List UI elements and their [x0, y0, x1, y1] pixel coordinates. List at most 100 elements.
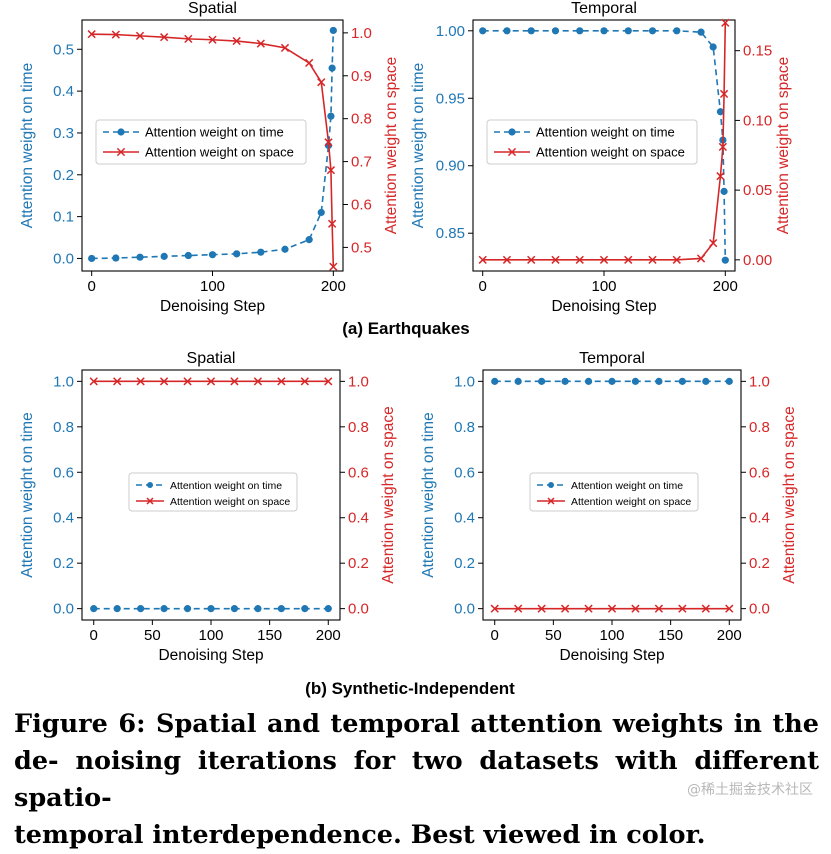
y-right-tick-label: 1.0 — [348, 373, 369, 390]
y-right-tick-label: 0.7 — [351, 154, 372, 171]
legend: Attention weight on time Attention weight… — [128, 472, 298, 512]
y-right-axis-label: Attention weight on space — [383, 57, 400, 235]
data-point-time — [113, 605, 121, 613]
legend: Attention weight on time Attention weight… — [95, 119, 307, 165]
series-time-line — [482, 29, 727, 261]
x-tick-label: 150 — [658, 627, 683, 644]
data-point-time — [527, 27, 535, 35]
y-left-tick-label: 0.3 — [53, 125, 74, 142]
y-right-tick-label: 1.0 — [351, 25, 372, 42]
legend-box — [128, 472, 298, 512]
data-point-space — [256, 39, 265, 48]
data-point-space — [537, 604, 546, 613]
y-left-tick-label: 1.0 — [454, 373, 475, 390]
data-point-time — [673, 27, 681, 35]
data-point-time — [90, 605, 98, 613]
data-point-space — [678, 604, 687, 613]
y-right-tick-label: 1.0 — [749, 373, 770, 390]
x-tick-label: 0 — [491, 627, 499, 644]
x-tick-label: 50 — [545, 627, 562, 644]
data-point-space — [89, 377, 98, 386]
data-point-space — [111, 30, 120, 39]
x-tick-label: 100 — [599, 627, 624, 644]
y-left-axis-label: Attention weight on time — [19, 63, 36, 228]
legend-swatch-marker — [548, 482, 554, 488]
data-point-space — [560, 604, 570, 613]
panel-b-caption: (b) Synthetic-Independent — [305, 679, 515, 698]
data-point-space — [624, 255, 633, 264]
data-point-time — [561, 377, 569, 385]
data-point-space — [208, 35, 217, 44]
y-left-tick-label: 0.8 — [454, 419, 475, 436]
x-tick-label: 150 — [257, 627, 282, 644]
y-left-axis-label: Attention weight on time — [420, 412, 437, 577]
data-point-space — [478, 255, 487, 264]
data-point-time — [491, 377, 499, 385]
legend-label: Attention weight on space — [170, 496, 290, 508]
y-right-tick-label: 0.4 — [348, 510, 369, 527]
series-time — [491, 377, 733, 385]
y-left-tick-label: 0.4 — [53, 83, 74, 100]
data-point-space — [277, 377, 286, 386]
data-point-time — [160, 605, 168, 613]
data-point-time — [324, 605, 332, 613]
data-point-space — [317, 78, 326, 87]
y-left-axis-label: Attention weight on time — [410, 63, 427, 228]
data-point-time — [136, 253, 144, 261]
x-tick-label: 100 — [591, 278, 616, 295]
legend-swatch-marker — [508, 128, 516, 136]
y-right-axis-label: Attention weight on space — [775, 57, 792, 235]
data-point-space — [719, 89, 729, 99]
data-point-time — [254, 605, 262, 613]
legend-label: Attention weight on time — [536, 125, 675, 140]
chart-4: Temporal 0 50 100 150 200 Denoising Step 0.0 0.2… — [420, 350, 798, 664]
data-point-time — [184, 251, 192, 260]
y-right-tick-label: 0.15 — [743, 43, 772, 60]
data-point-time — [479, 27, 487, 35]
data-point-space — [206, 377, 216, 386]
y-left-tick-label: 0.4 — [53, 510, 74, 527]
x-axis-label: Denoising Step — [160, 298, 265, 315]
legend-box — [486, 119, 698, 165]
data-point-space — [696, 254, 706, 263]
data-point-space — [502, 255, 512, 264]
data-point-time — [720, 187, 728, 195]
y-left-tick-label: 0.6 — [53, 464, 74, 481]
y-left-tick-label: 0.90 — [436, 158, 465, 175]
y-right-tick-label: 0.6 — [351, 196, 372, 213]
y-right-tick-label: 0.2 — [749, 555, 770, 572]
data-point-time — [257, 248, 265, 256]
legend-label: Attention weight on time — [145, 125, 284, 140]
data-point-space — [280, 43, 290, 53]
data-point-time — [648, 27, 657, 35]
figure-caption-line-2: noising iterations for two datasets with… — [14, 746, 819, 813]
data-point-time — [317, 208, 325, 217]
data-point-time — [631, 377, 640, 385]
y-right-tick-label: 0.5 — [351, 239, 372, 256]
y-left-tick-label: 0.2 — [53, 167, 74, 184]
data-point-space — [136, 377, 145, 386]
x-tick-label: 200 — [316, 627, 341, 644]
legend-swatch-marker — [117, 128, 125, 136]
data-point-time — [88, 254, 96, 263]
series-space — [490, 604, 734, 613]
x-tick-label: 100 — [200, 278, 225, 295]
data-point-space — [709, 238, 718, 248]
chart-title: Spatial — [187, 350, 236, 367]
data-point-time — [208, 251, 217, 259]
data-point-space — [716, 172, 725, 181]
data-point-time — [112, 254, 120, 262]
charts-group: Spatial 0 100 200 Denoising Step 0.0 0.1 0.2 0.3… — [19, 0, 798, 664]
x-tick-label: 0 — [479, 278, 487, 295]
legend-swatch-marker — [146, 497, 154, 505]
data-point-time — [183, 605, 192, 613]
y-left-tick-label: 0.2 — [454, 555, 475, 572]
data-point-space — [324, 138, 333, 147]
y-left-tick-label: 0.0 — [53, 250, 74, 267]
x-tick-label: 200 — [713, 278, 738, 295]
data-point-space — [718, 142, 728, 152]
data-point-space — [135, 31, 145, 41]
data-point-space — [527, 255, 536, 264]
data-point-time — [716, 108, 725, 116]
y-left-axis-label: Attention weight on time — [19, 412, 36, 577]
